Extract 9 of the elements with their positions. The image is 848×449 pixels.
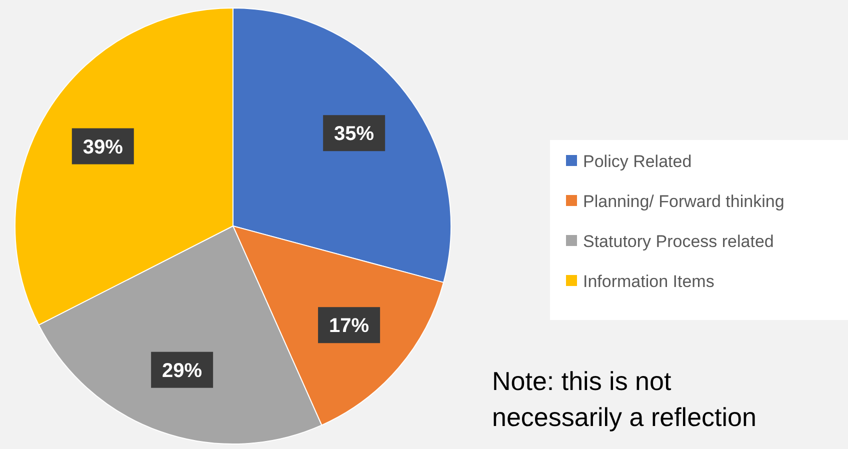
legend-label: Policy Related [583, 152, 692, 171]
text: Note: this is not necessarily a reflection [492, 366, 756, 432]
data-label: 29% [162, 360, 202, 382]
legend-label: Information Items [583, 272, 714, 291]
data-label: 35% [334, 123, 374, 146]
legend-label: Planning/ Forward thinking [583, 192, 784, 211]
legend-label: Statutory Process related [583, 232, 774, 251]
data-label: 17% [329, 315, 370, 338]
data-label: 39% [82, 136, 124, 158]
